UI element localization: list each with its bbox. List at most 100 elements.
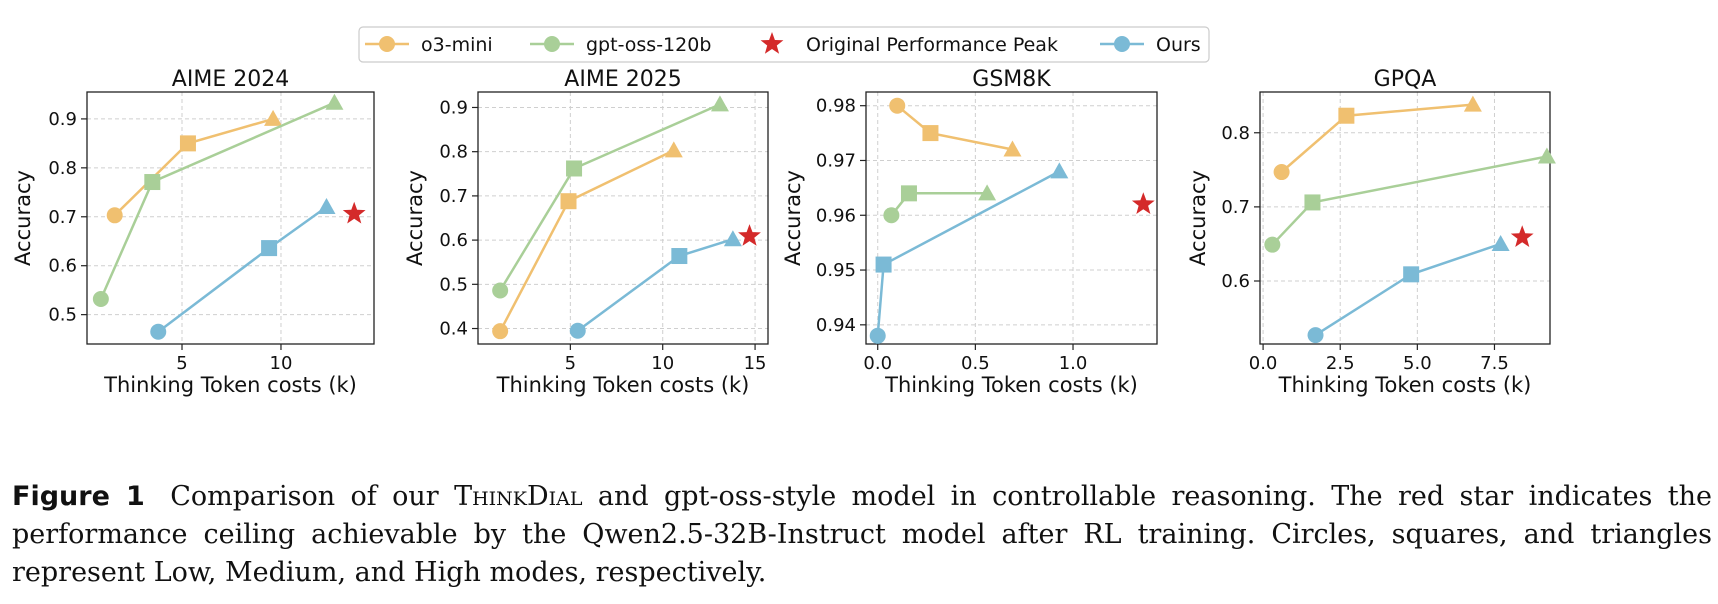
point-low-mode	[492, 323, 509, 340]
legend-marker-swatch	[1114, 36, 1130, 52]
legend-label: o3-mini	[421, 34, 493, 56]
point-medium-mode	[261, 240, 278, 257]
peak-star	[1510, 225, 1534, 247]
series-o3-mini	[106, 109, 283, 224]
figure-panels: o3-mini gpt-oss-120b Original Performance …	[11, 26, 1556, 397]
chart-gpqa: 0.0 2.5 5.0 7.5 0.6 0.7 0.8 GPQA Thinking Token …	[1186, 67, 1556, 397]
x-tick-label: 5	[176, 353, 187, 374]
y-tick-label: 0.7	[48, 207, 77, 228]
x-tick-label: 1.0	[1059, 353, 1088, 374]
legend-marker-swatch	[379, 36, 395, 52]
x-tick-label: 15	[744, 353, 767, 374]
x-axis-label: Thinking Token costs (k)	[496, 373, 750, 397]
x-tick-label: 5.0	[1403, 353, 1432, 374]
chart-title: AIME 2025	[564, 67, 681, 92]
point-low-mode	[92, 290, 109, 307]
y-tick-label: 0.95	[816, 260, 856, 281]
y-tick-label: 0.9	[48, 109, 77, 130]
figure-caption: Figure 1 Comparison of our ThinkDial and…	[12, 478, 1712, 592]
series-ours	[150, 197, 336, 340]
point-low-mode	[569, 322, 586, 339]
series-line	[1314, 242, 1502, 337]
y-tick-label: 0.96	[816, 205, 856, 226]
series-ours	[1307, 234, 1510, 344]
chart-aime-2025: 5 10 15 0.4 0.5 0.6 0.7 0.8 0.9 AIME 2025 Thinking…	[403, 67, 769, 397]
x-tick-label: 7.5	[1480, 353, 1509, 374]
y-tick-label: 0.4	[439, 319, 468, 340]
x-tick-label: 10	[270, 353, 293, 374]
point-high-mode	[1050, 162, 1069, 179]
x-tick-label: 0.5	[961, 353, 990, 374]
legend-frame	[358, 26, 1210, 63]
point-high-mode	[978, 184, 997, 201]
y-axis-label: Accuracy	[11, 170, 35, 266]
chart-aime-2024: 5 10 0.5 0.6 0.7 0.8 0.9 AIME 2024 Thinking Toke…	[11, 67, 375, 397]
point-high-mode	[317, 197, 336, 214]
y-tick-label: 0.94	[816, 315, 856, 336]
chart-title: GPQA	[1374, 67, 1437, 92]
series-line	[157, 205, 328, 333]
chart-title: GSM8K	[972, 67, 1051, 92]
y-tick-label: 0.6	[439, 230, 468, 251]
point-low-mode	[492, 282, 509, 299]
point-low-mode	[106, 207, 123, 224]
y-tick-label: 0.98	[816, 96, 856, 117]
point-high-mode	[1463, 95, 1482, 112]
series-line	[1280, 103, 1474, 173]
series-line	[99, 101, 335, 300]
series-line	[896, 104, 1013, 151]
legend-label: gpt-oss-120b	[586, 34, 711, 56]
point-medium-mode	[671, 248, 688, 265]
y-axis-label: Accuracy	[403, 170, 427, 266]
series-line	[576, 238, 734, 332]
series-gpt-oss-120b	[883, 184, 997, 224]
series-gpt-oss-120b	[92, 93, 344, 307]
point-high-mode	[664, 141, 683, 158]
legend-gpt-oss-120b: gpt-oss-120b	[530, 34, 711, 56]
x-tick-label: 0.0	[1249, 353, 1278, 374]
peak-star	[738, 224, 761, 246]
y-tick-label: 0.8	[48, 158, 77, 179]
series-gpt-oss-120b	[492, 95, 729, 299]
legend-original-performance-peak: Original Performance Peak	[760, 32, 1058, 56]
point-low-mode	[150, 323, 167, 340]
legend-label: Ours	[1156, 34, 1201, 56]
point-medium-mode	[560, 193, 577, 210]
x-axis-label: Thinking Token costs (k)	[103, 373, 357, 397]
point-low-mode	[889, 97, 906, 114]
chart-title: AIME 2024	[172, 67, 289, 92]
chart-gsm8k: 0.0 0.5 1.0 0.94 0.95 0.96 0.97 0.98 GSM8K Thinki…	[781, 67, 1158, 397]
point-low-mode	[869, 327, 886, 344]
peak-star	[342, 201, 366, 224]
point-high-mode	[325, 93, 344, 110]
plot-frame	[1259, 91, 1551, 345]
x-tick-label: 10	[651, 353, 674, 374]
y-tick-label: 0.7	[1221, 197, 1250, 218]
y-tick-label: 0.7	[439, 186, 468, 207]
series-gpt-oss-120b	[1264, 147, 1556, 253]
point-high-mode	[1537, 147, 1556, 164]
point-high-mode	[710, 95, 729, 112]
point-high-mode	[1003, 140, 1022, 157]
point-high-mode	[264, 109, 283, 126]
legend-label: Original Performance Peak	[806, 34, 1058, 56]
point-medium-mode	[1403, 266, 1420, 283]
y-tick-label: 0.8	[1221, 123, 1250, 144]
point-medium-mode	[566, 160, 583, 177]
point-medium-mode	[922, 125, 939, 142]
legend-star-swatch	[760, 32, 784, 54]
point-medium-mode	[1304, 194, 1321, 211]
plot-frame	[865, 91, 1158, 345]
series-line	[113, 117, 274, 217]
x-tick-label: 5	[565, 353, 576, 374]
point-medium-mode	[875, 256, 892, 273]
plot-frame	[477, 91, 769, 345]
point-medium-mode	[144, 174, 161, 191]
series-line	[499, 149, 675, 332]
y-axis-label: Accuracy	[781, 170, 805, 266]
point-low-mode	[1273, 164, 1290, 181]
y-tick-label: 0.5	[439, 274, 468, 295]
x-axis-label: Thinking Token costs (k)	[1278, 373, 1532, 397]
point-medium-mode	[1338, 107, 1355, 124]
point-high-mode	[723, 230, 742, 247]
